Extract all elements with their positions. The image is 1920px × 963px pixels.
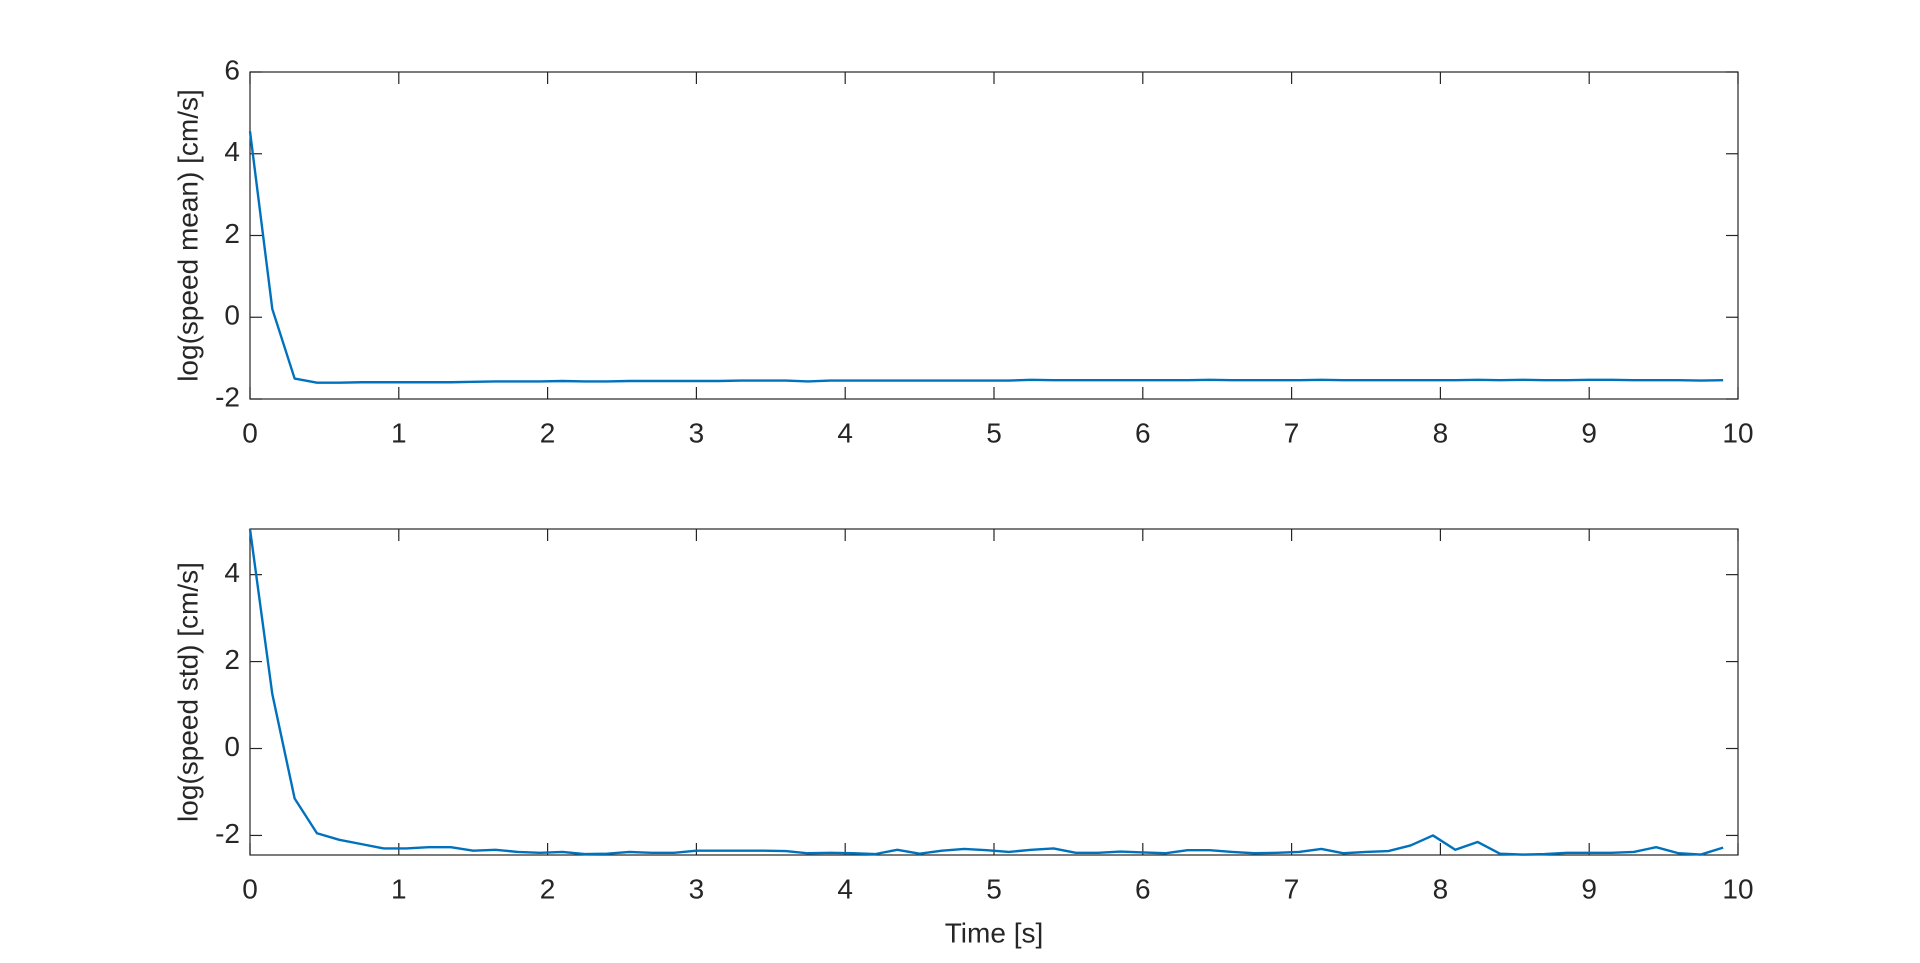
x-tick-label: 2 [540, 417, 556, 448]
y-tick-label: -2 [215, 381, 240, 412]
y-tick-label: -2 [215, 818, 240, 849]
x-tick-label: 10 [1722, 417, 1753, 448]
x-tick-label: 7 [1284, 873, 1300, 904]
y-axis-label: log(speed std) [cm/s] [172, 562, 203, 822]
x-tick-label: 3 [689, 873, 705, 904]
x-tick-label: 6 [1135, 417, 1151, 448]
axes-box [249, 528, 1739, 856]
x-tick-label: 3 [689, 417, 705, 448]
x-tick-label: 0 [242, 873, 258, 904]
y-tick-label: 2 [224, 218, 240, 249]
x-tick-label: 5 [986, 873, 1002, 904]
y-tick-label: 0 [224, 300, 240, 331]
x-tick-label: 6 [1135, 873, 1151, 904]
y-tick-label: 4 [224, 557, 240, 588]
x-tick-label: 1 [391, 873, 407, 904]
x-axis-label: Time [s] [945, 917, 1044, 948]
x-tick-label: 9 [1581, 417, 1597, 448]
x-tick-label: 7 [1284, 417, 1300, 448]
y-tick-label: 4 [224, 136, 240, 167]
x-tick-label: 9 [1581, 873, 1597, 904]
x-tick-label: 0 [242, 417, 258, 448]
data-line [248, 131, 1724, 384]
x-tick-label: 2 [540, 873, 556, 904]
y-tick-label: 2 [224, 644, 240, 675]
x-tick-label: 5 [986, 417, 1002, 448]
x-tick-label: 4 [837, 417, 853, 448]
x-tick-label: 8 [1433, 417, 1449, 448]
x-tick-label: 8 [1433, 873, 1449, 904]
x-tick-label: 1 [391, 417, 407, 448]
x-tick-label: 4 [837, 873, 853, 904]
axes-box [249, 71, 1739, 400]
y-axis-label: log(speed mean) [cm/s] [172, 89, 203, 382]
data-line [248, 528, 1724, 856]
y-tick-label: 0 [224, 731, 240, 762]
y-tick-label: 6 [224, 54, 240, 85]
x-tick-label: 10 [1722, 873, 1753, 904]
